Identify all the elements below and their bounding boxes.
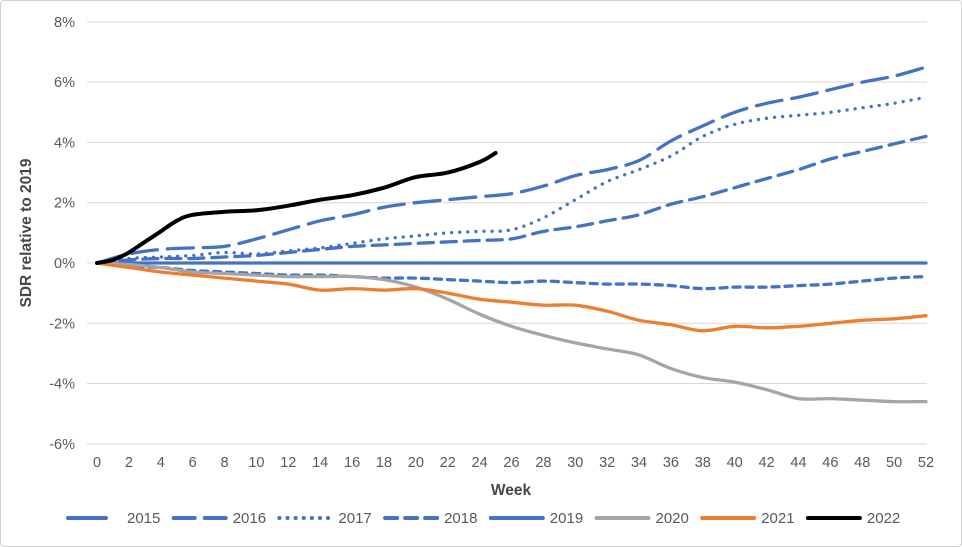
x-tick-label: 2	[125, 455, 133, 471]
series-line-2021	[95, 261, 928, 333]
legend-item-2018: 2018	[383, 510, 477, 527]
y-tick-label: 6%	[54, 75, 75, 91]
x-axis-tick-labels: 0 2 4 6 8 10 12 14 16 18 20 22 24 26 28 30 32 34 36 38 40 42 4…	[93, 455, 934, 471]
legend-label-2018: 2018	[444, 510, 477, 527]
x-tick-label: 8	[220, 455, 228, 471]
x-axis-title: Week	[491, 482, 532, 499]
x-tick-label: 26	[503, 455, 519, 471]
legend-item-2015: 2015	[66, 510, 160, 527]
x-tick-label: 6	[189, 455, 197, 471]
legend-item-2017: 2017	[277, 510, 372, 527]
legend-item-2022: 2022	[805, 510, 900, 527]
x-tick-label: 52	[918, 455, 934, 471]
y-tick-label: -6%	[49, 437, 75, 453]
x-tick-label: 24	[472, 455, 488, 471]
x-tick-label: 40	[727, 455, 743, 471]
y-tick-label: -2%	[49, 316, 75, 332]
x-tick-label: 42	[759, 455, 775, 471]
x-tick-label: 28	[535, 455, 551, 471]
legend-item-2016: 2016	[171, 510, 266, 527]
gridlines	[87, 21, 927, 445]
legend-label-2020: 2020	[656, 510, 689, 527]
series-line-2020	[95, 261, 928, 404]
legend-item-2021: 2021	[700, 510, 795, 527]
x-tick-label: 14	[312, 455, 328, 471]
x-tick-label: 32	[599, 455, 615, 471]
y-axis-tick-labels: 8% 6% 4% 2% 0% -2% -4% -6%	[49, 15, 75, 453]
x-tick-label: 16	[344, 455, 360, 471]
y-tick-label: -4%	[49, 377, 75, 393]
legend-item-2019: 2019	[488, 510, 583, 527]
x-tick-label: 38	[695, 455, 711, 471]
legend-label-2017: 2017	[338, 510, 371, 527]
x-tick-label: 12	[280, 455, 296, 471]
x-tick-label: 20	[408, 455, 424, 471]
x-tick-label: 50	[886, 455, 902, 471]
y-tick-label: 8%	[54, 15, 75, 31]
y-axis-title: SDR relative to 2019	[18, 158, 35, 307]
legend-label-2016: 2016	[233, 510, 266, 527]
series-line-2016	[95, 134, 928, 265]
x-tick-label: 48	[854, 455, 870, 471]
series-lines	[95, 65, 928, 404]
series-line-2022	[95, 151, 498, 265]
x-tick-label: 46	[822, 455, 838, 471]
x-tick-label: 30	[567, 455, 583, 471]
legend-item-2020: 2020	[594, 510, 689, 527]
series-line-2018	[95, 261, 928, 291]
x-tick-label: 34	[631, 455, 647, 471]
x-tick-label: 18	[376, 455, 392, 471]
x-tick-label: 4	[157, 455, 165, 471]
legend-label-2019: 2019	[550, 510, 583, 527]
x-tick-label: 22	[440, 455, 456, 471]
x-tick-label: 36	[663, 455, 679, 471]
legend-label-2022: 2022	[867, 510, 900, 527]
legend-label-2015: 2015	[127, 510, 160, 527]
y-tick-label: 0%	[54, 256, 75, 272]
y-tick-label: 4%	[54, 135, 75, 151]
legend-label-2021: 2021	[761, 510, 794, 527]
y-tick-label: 2%	[54, 196, 75, 212]
series-line-2017	[95, 95, 928, 265]
x-tick-label: 0	[93, 455, 101, 471]
x-tick-label: 44	[790, 455, 806, 471]
series-line-2015	[95, 65, 928, 265]
x-tick-label: 10	[248, 455, 264, 471]
legend: 2015 2016 2017 2018 2019 2020 2021 2022	[66, 510, 900, 527]
